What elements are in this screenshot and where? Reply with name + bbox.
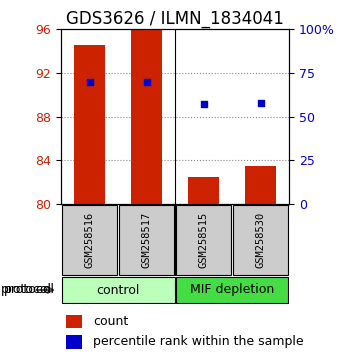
Bar: [188, 177, 219, 204]
Title: GDS3626 / ILMN_1834041: GDS3626 / ILMN_1834041: [66, 10, 284, 28]
Text: GSM258530: GSM258530: [256, 212, 266, 268]
Text: GSM258516: GSM258516: [85, 212, 95, 268]
Text: GSM258517: GSM258517: [142, 212, 152, 268]
FancyBboxPatch shape: [66, 335, 82, 348]
FancyBboxPatch shape: [66, 315, 82, 328]
FancyBboxPatch shape: [62, 205, 117, 275]
Point: [144, 79, 149, 84]
Text: MIF depletion: MIF depletion: [190, 284, 274, 297]
Point: [87, 79, 92, 84]
Text: protocol: protocol: [1, 284, 52, 297]
Bar: [131, 29, 162, 204]
Point: [258, 100, 263, 105]
Text: count: count: [93, 315, 128, 328]
Point: [201, 101, 206, 107]
Text: percentile rank within the sample: percentile rank within the sample: [93, 335, 304, 348]
Bar: [74, 45, 105, 204]
FancyBboxPatch shape: [176, 205, 231, 275]
FancyBboxPatch shape: [233, 205, 288, 275]
Text: GSM258515: GSM258515: [199, 212, 208, 268]
FancyBboxPatch shape: [62, 278, 175, 303]
FancyBboxPatch shape: [176, 278, 288, 303]
FancyBboxPatch shape: [119, 205, 174, 275]
Text: protocol: protocol: [3, 284, 54, 297]
Bar: [245, 166, 276, 204]
Text: control: control: [97, 284, 140, 297]
